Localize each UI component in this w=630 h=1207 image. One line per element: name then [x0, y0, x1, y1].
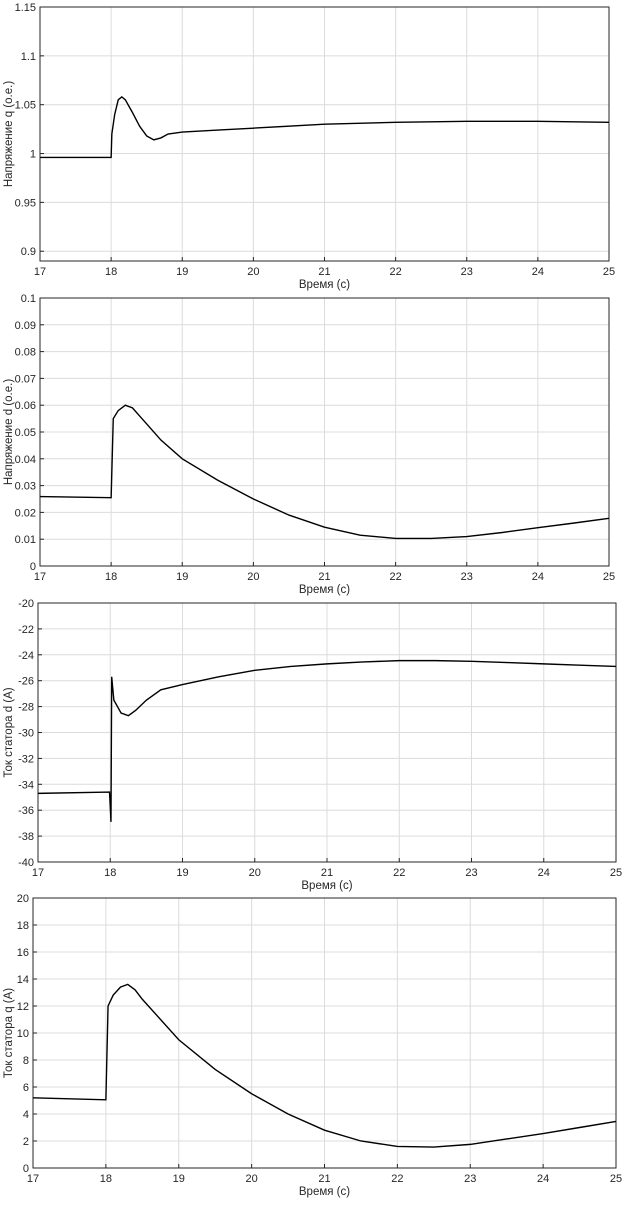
x-tick-label: 19	[176, 571, 188, 583]
y-tick-label: 0.02	[15, 507, 36, 519]
y-tick-label: -40	[18, 857, 34, 869]
y-tick-label: -32	[18, 753, 34, 765]
x-axis-label: Время (с)	[299, 279, 350, 291]
y-axis-label: Напряжение q (о.е.)	[3, 81, 15, 187]
y-tick-label: -38	[18, 831, 34, 843]
y-axis-label: Напряжение d (о.е.)	[3, 379, 15, 485]
x-axis-label: Время (с)	[299, 584, 350, 596]
x-tick-label: 23	[461, 266, 473, 278]
plot-area-frame	[39, 6, 610, 262]
y-tick-label: -36	[18, 805, 34, 817]
x-tick-label: 21	[321, 867, 333, 879]
x-tick-label: 23	[461, 571, 473, 583]
x-tick-label: 19	[176, 266, 188, 278]
chart-1: 17 18 19 20 21 22 23 24 25 0.9 0.95 1 1.05 1.1 1.15 Вре…	[3, 2, 615, 291]
x-tick-label: 22	[390, 571, 402, 583]
x-tick-label: 19	[173, 1173, 185, 1185]
y-tick-label: 0.07	[15, 373, 36, 385]
y-tick-label: 18	[17, 920, 29, 932]
y-tick-label: 1.1	[21, 51, 36, 63]
plot-area-frame	[37, 602, 617, 863]
y-tick-label: 20	[17, 893, 29, 905]
x-tick-label: 25	[610, 1173, 622, 1185]
x-tick-label: 20	[247, 571, 259, 583]
chart-3: 17 18 19 20 21 22 23 24 25 -40 -38 -36 -34 -32 -30 -28 -…	[3, 598, 622, 892]
y-tick-label: 10	[17, 1028, 29, 1040]
y-tick-label: -30	[18, 728, 34, 740]
chart-2: 17 18 19 20 21 22 23 24 25 0 0.01 0.02 0.03 0.04 0.05 0…	[3, 293, 615, 596]
y-tick-label: 0.04	[15, 454, 36, 466]
x-tick-label: 25	[603, 571, 615, 583]
y-tick-label: 4	[23, 1109, 29, 1121]
x-tick-label: 18	[104, 867, 116, 879]
x-tick-label: 25	[603, 266, 615, 278]
x-tick-label: 17	[27, 1173, 39, 1185]
y-tick-label: 0.08	[15, 347, 36, 359]
x-tick-label: 21	[318, 266, 330, 278]
y-tick-label: -28	[18, 702, 34, 714]
y-tick-label: 0.9	[21, 246, 36, 258]
y-tick-label: 0.05	[15, 427, 36, 439]
y-tick-label: 0.06	[15, 400, 36, 412]
y-tick-label: -26	[18, 676, 34, 688]
y-tick-label: 0.01	[15, 534, 36, 546]
y-tick-label: 1	[30, 149, 36, 161]
y-tick-label: 1.15	[15, 2, 36, 14]
plot-area-frame	[39, 297, 610, 567]
plot-area-frame	[32, 897, 617, 1169]
x-tick-label: 20	[246, 1173, 258, 1185]
x-tick-label: 21	[318, 1173, 330, 1185]
y-tick-label: 0.1	[21, 293, 36, 305]
x-axis-label: Время (с)	[301, 880, 352, 892]
chart-4: 17 18 19 20 21 22 23 24 2502468101214161820Время…	[3, 893, 622, 1198]
y-tick-label: -24	[18, 650, 34, 662]
y-tick-label: -34	[18, 779, 34, 791]
series-line	[40, 95, 610, 159]
x-tick-label: 22	[393, 867, 405, 879]
x-tick-label: 18	[105, 571, 117, 583]
y-tick-label: 0.09	[15, 320, 36, 332]
y-tick-label: 0	[23, 1163, 29, 1175]
series-line	[32, 983, 617, 1148]
y-tick-label: 2	[23, 1136, 29, 1148]
x-tick-label: 17	[32, 867, 44, 879]
x-axis-label: Время (с)	[299, 1186, 350, 1198]
x-tick-label: 24	[532, 571, 544, 583]
x-tick-label: 20	[247, 266, 259, 278]
x-tick-label: 19	[176, 867, 188, 879]
y-tick-label: 0	[30, 561, 36, 573]
y-tick-label: -22	[18, 624, 34, 636]
x-tick-label: 18	[105, 266, 117, 278]
x-tick-label: 17	[34, 266, 46, 278]
y-axis-label: Ток статора d (A)	[3, 687, 15, 777]
y-tick-label: 0.95	[15, 197, 36, 209]
x-tick-label: 17	[34, 571, 46, 583]
series-line	[37, 659, 617, 822]
y-tick-label: 0.03	[15, 481, 36, 493]
x-tick-label: 24	[532, 266, 544, 278]
x-tick-label: 18	[100, 1173, 112, 1185]
y-tick-label: -20	[18, 598, 34, 610]
y-tick-label: 14	[17, 974, 29, 986]
y-tick-label: 12	[17, 1001, 29, 1013]
x-tick-label: 21	[318, 571, 330, 583]
x-tick-label: 22	[391, 1173, 403, 1185]
series-line	[39, 404, 610, 540]
y-tick-label: 1.05	[15, 100, 36, 112]
y-tick-label: 8	[23, 1055, 29, 1067]
y-axis-label: Ток статора q (A)	[3, 988, 15, 1078]
x-tick-label: 24	[537, 1173, 549, 1185]
y-tick-label: 6	[23, 1082, 29, 1094]
x-tick-label: 22	[390, 266, 402, 278]
x-tick-label: 20	[249, 867, 261, 879]
x-tick-label: 25	[610, 867, 622, 879]
y-tick-label: 16	[17, 947, 29, 959]
x-tick-label: 23	[465, 867, 477, 879]
x-tick-label: 23	[464, 1173, 476, 1185]
x-tick-label: 24	[538, 867, 550, 879]
